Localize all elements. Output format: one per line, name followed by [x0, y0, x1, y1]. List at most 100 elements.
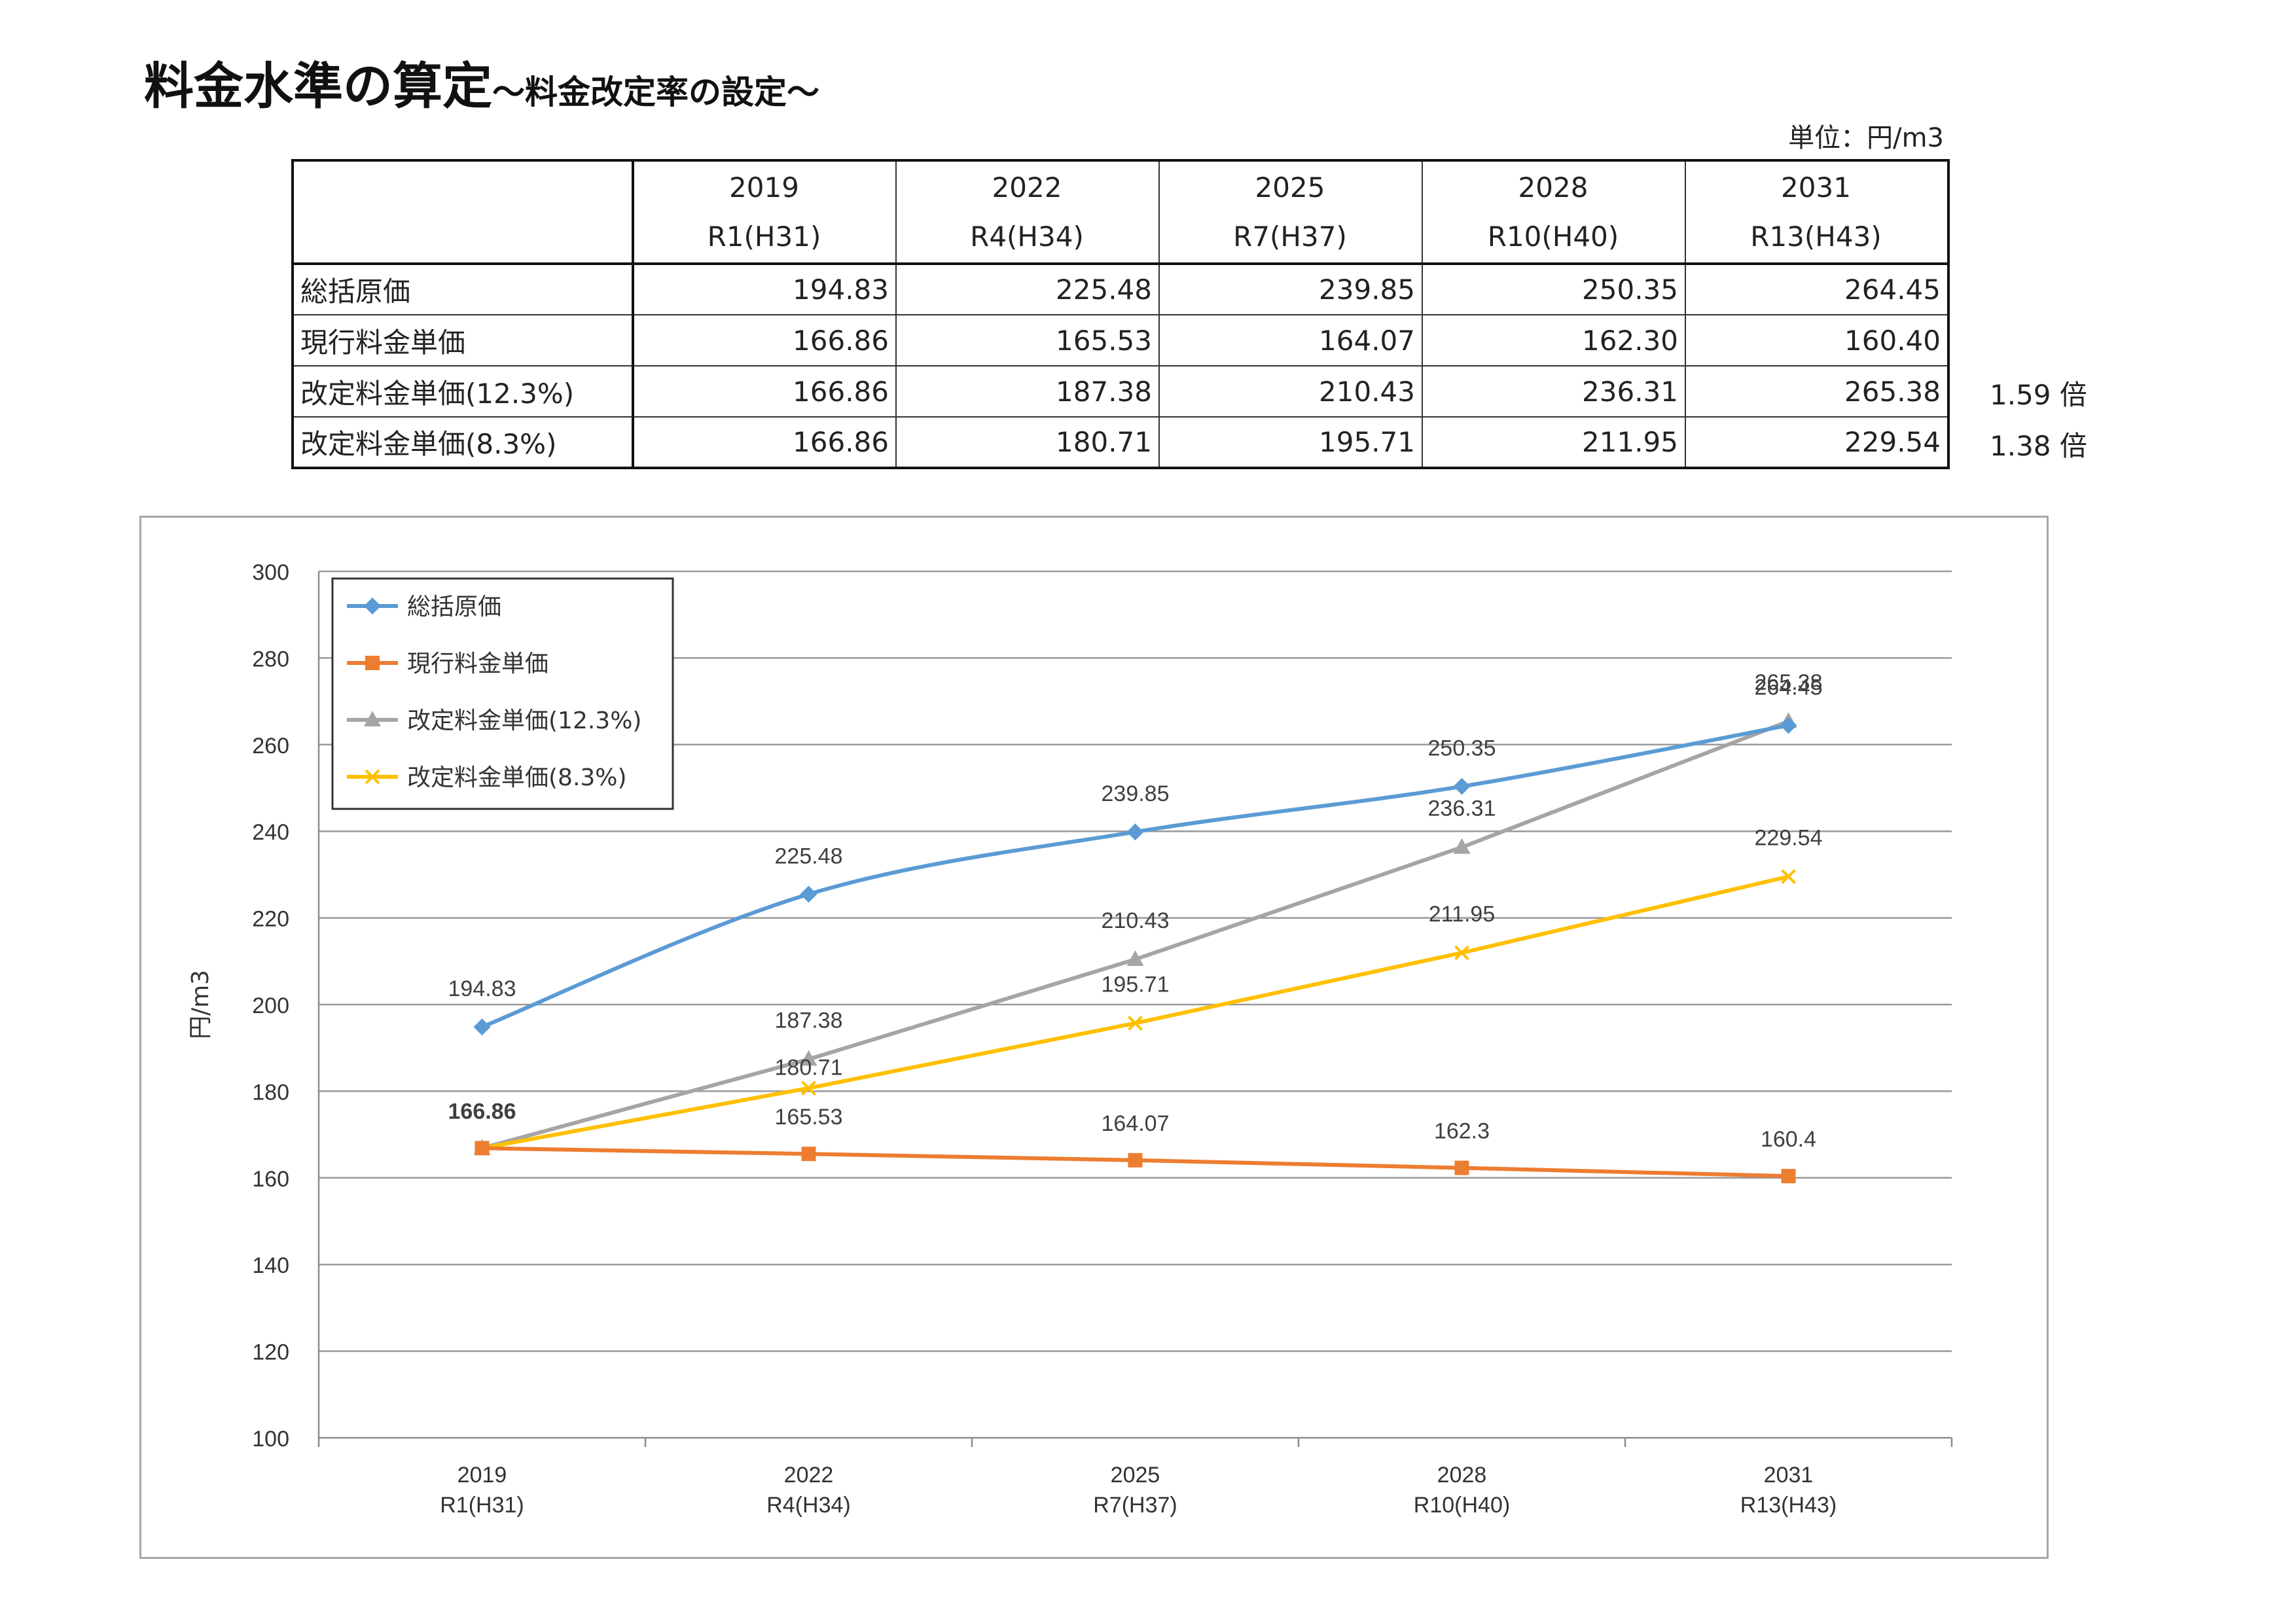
ratio-label-8-3: 1.38 倍: [1990, 430, 2087, 462]
legend-swatch-marker: [365, 656, 380, 670]
x-tick-label: 2022: [784, 1463, 834, 1488]
data-label: 210.43: [1102, 908, 1170, 933]
data-label: 160.4: [1761, 1127, 1816, 1152]
data-point: [475, 1141, 490, 1156]
data-point: [1453, 838, 1471, 854]
y-tick-label: 280: [252, 647, 289, 671]
y-tick-label: 120: [252, 1340, 289, 1365]
header-year: 2022: [992, 171, 1062, 204]
legend-box: [331, 577, 674, 810]
data-label: 225.48: [775, 844, 843, 868]
x-tick-label: 2028: [1437, 1463, 1487, 1488]
data-point: [801, 1080, 816, 1096]
header-year: 2025: [1255, 171, 1325, 204]
data-label: 239.85: [1102, 781, 1170, 806]
x-tick-sublabel: R13(H43): [1740, 1493, 1837, 1518]
data-point: [473, 1018, 491, 1036]
table-row: 改定料金単価(8.3%) 166.86 180.71 195.71 211.95…: [292, 416, 1949, 469]
data-label: 162.3: [1434, 1119, 1490, 1144]
data-point: [1128, 1015, 1143, 1031]
x-tick-sublabel: R10(H40): [1414, 1493, 1510, 1518]
data-point: [1780, 717, 1797, 734]
unit-label: 単位：円/m3: [1788, 123, 1944, 153]
y-tick-label: 160: [252, 1167, 289, 1192]
x-tick-sublabel: R4(H34): [766, 1493, 850, 1518]
table-cell: 265.38: [1685, 365, 1949, 418]
data-label: 236.31: [1428, 796, 1496, 821]
table-cell: 180.71: [895, 416, 1160, 469]
data-point: [801, 1147, 816, 1162]
table-header-cell: 2025 R7(H37): [1158, 160, 1423, 265]
x-tick-label: 2019: [457, 1463, 507, 1488]
x-tick-sublabel: R7(H37): [1093, 1493, 1177, 1518]
header-era: R4(H34): [970, 221, 1084, 253]
y-tick-label: 240: [252, 820, 289, 845]
data-point: [1126, 823, 1144, 841]
legend-label: 改定料金単価(8.3%): [407, 764, 627, 791]
row-label: 改定料金単価(12.3%): [292, 365, 634, 418]
data-point: [1126, 950, 1144, 966]
table-cell: 195.71: [1158, 416, 1423, 469]
y-tick-label: 220: [252, 907, 289, 932]
data-label: 180.71: [775, 1056, 843, 1080]
data-label: 250.35: [1428, 736, 1496, 761]
header-year: 2019: [729, 171, 799, 204]
table-cell: 229.54: [1685, 416, 1949, 469]
legend-label: 総括原価: [407, 594, 501, 620]
data-point: [1781, 869, 1796, 884]
table-row: 現行料金単価 166.86 165.53 164.07 162.30 160.4…: [292, 314, 1949, 366]
y-tick-label: 180: [252, 1080, 289, 1105]
chart-frame: [139, 516, 2049, 1559]
table-cell: 166.86: [632, 314, 897, 366]
table-header-cell: 2028 R10(H40): [1422, 160, 1686, 265]
header-era: R10(H40): [1487, 221, 1619, 253]
x-tick-sublabel: R1(H31): [440, 1493, 524, 1518]
table-cell: 166.86: [632, 365, 897, 418]
y-tick-label: 200: [252, 993, 289, 1018]
table-header-corner: [292, 160, 634, 265]
data-label: 264.45: [1755, 675, 1823, 700]
header-year: 2031: [1781, 171, 1851, 204]
data-point: [1454, 1160, 1469, 1175]
data-point: [800, 885, 817, 903]
x-tick-label: 2031: [1764, 1463, 1814, 1488]
table-cell: 165.53: [895, 314, 1160, 366]
data-point: [800, 1050, 817, 1066]
table-header-cell: 2031 R13(H43): [1685, 160, 1949, 265]
data-label: 211.95: [1429, 902, 1495, 927]
row-label: 総括原価: [292, 263, 634, 315]
page-title-main: 料金水準の算定: [144, 57, 492, 115]
header-era: R7(H37): [1233, 221, 1347, 253]
data-label: 194.83: [448, 976, 516, 1001]
table-cell: 250.35: [1422, 263, 1686, 315]
y-tick-label: 100: [252, 1427, 289, 1452]
y-tick-label: 300: [252, 560, 289, 585]
x-tick-label: 2025: [1111, 1463, 1160, 1488]
table-cell: 162.30: [1422, 314, 1686, 366]
table-cell: 164.07: [1158, 314, 1423, 366]
row-label: 改定料金単価(8.3%): [292, 416, 634, 469]
table-cell: 187.38: [895, 365, 1160, 418]
data-point: [1454, 945, 1469, 961]
table-cell: 160.40: [1685, 314, 1949, 366]
table-cell: 264.45: [1685, 263, 1949, 315]
table-cell: 239.85: [1158, 263, 1423, 315]
legend-label: 現行料金単価: [407, 651, 548, 677]
table-cell: 210.43: [1158, 365, 1423, 418]
y-tick-label: 260: [252, 734, 289, 758]
data-label: 166.86: [448, 1099, 516, 1124]
legend-swatch-marker: [364, 711, 381, 726]
table-row: 改定料金単価(12.3%) 166.86 187.38 210.43 236.3…: [292, 365, 1949, 418]
table-header-cell: 2019 R1(H31): [632, 160, 897, 265]
header-era: R1(H31): [707, 221, 821, 253]
table-cell: 211.95: [1422, 416, 1686, 469]
table-row: 総括原価 194.83 225.48 239.85 250.35 264.45: [292, 263, 1949, 315]
data-point: [1453, 777, 1471, 795]
data-point: [1128, 1152, 1143, 1168]
data-label: 164.07: [1102, 1111, 1170, 1136]
row-label: 現行料金単価: [292, 314, 634, 366]
data-label: 229.54: [1755, 825, 1823, 850]
table-header-cell: 2022 R4(H34): [895, 160, 1160, 265]
table-cell: 166.86: [632, 416, 897, 469]
